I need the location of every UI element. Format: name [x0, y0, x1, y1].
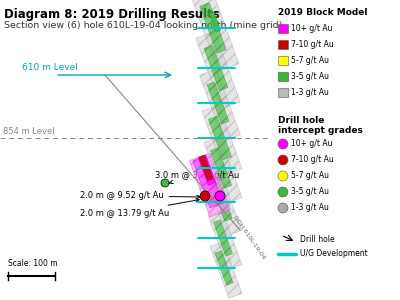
Text: 1-3 g/t Au: 1-3 g/t Au	[291, 88, 329, 97]
Text: DDH 610L-19-04: DDH 610L-19-04	[232, 215, 266, 260]
Polygon shape	[196, 31, 240, 109]
Text: 2.0 m @ 13.79 g/t Au: 2.0 m @ 13.79 g/t Au	[80, 199, 199, 218]
Text: Drill hole: Drill hole	[278, 116, 324, 125]
Text: 5-7 g/t Au: 5-7 g/t Au	[291, 172, 329, 181]
Text: 10+ g/t Au: 10+ g/t Au	[291, 140, 332, 148]
Polygon shape	[214, 220, 232, 256]
Circle shape	[278, 155, 288, 165]
Text: Diagram 8: 2019 Drilling Results: Diagram 8: 2019 Drilling Results	[4, 8, 220, 21]
Polygon shape	[210, 242, 242, 298]
Polygon shape	[212, 183, 232, 221]
Text: 7-10 g/t Au: 7-10 g/t Au	[291, 40, 334, 49]
Text: 3-5 g/t Au: 3-5 g/t Au	[291, 72, 329, 81]
Polygon shape	[209, 12, 221, 32]
Text: Section view (6) hole 610L-19-04 looking north (mine grid): Section view (6) hole 610L-19-04 looking…	[4, 21, 282, 30]
Text: 3-5 g/t Au: 3-5 g/t Au	[291, 188, 329, 196]
Text: 854 m Level: 854 m Level	[3, 127, 55, 136]
Polygon shape	[208, 116, 232, 160]
Circle shape	[278, 171, 288, 181]
Text: 610 m Level: 610 m Level	[22, 63, 78, 72]
Polygon shape	[210, 148, 232, 188]
Polygon shape	[204, 45, 228, 91]
Polygon shape	[202, 105, 242, 175]
Text: 2019 Block Model: 2019 Block Model	[278, 8, 368, 17]
Polygon shape	[199, 155, 213, 181]
Circle shape	[161, 179, 169, 187]
Text: Scale: 100 m: Scale: 100 m	[8, 259, 58, 268]
Polygon shape	[207, 82, 229, 124]
Text: 5-7 g/t Au: 5-7 g/t Au	[291, 56, 329, 65]
Circle shape	[278, 187, 288, 197]
Bar	[278, 40, 288, 49]
Text: U/G Development: U/G Development	[300, 250, 368, 259]
Polygon shape	[208, 210, 242, 270]
Polygon shape	[198, 154, 216, 185]
Bar	[278, 88, 288, 97]
Polygon shape	[204, 136, 242, 203]
Circle shape	[278, 139, 288, 149]
Text: 7-10 g/t Au: 7-10 g/t Au	[291, 155, 334, 164]
Polygon shape	[200, 69, 240, 141]
Circle shape	[215, 191, 225, 201]
Text: 10+ g/t Au: 10+ g/t Au	[291, 24, 332, 33]
Circle shape	[200, 191, 210, 201]
Text: intercept grades: intercept grades	[278, 126, 363, 135]
Circle shape	[278, 203, 288, 213]
Polygon shape	[200, 3, 226, 53]
Text: Drill hole: Drill hole	[300, 236, 335, 244]
Text: 3.0 m @ 3.33 g/t Au: 3.0 m @ 3.33 g/t Au	[155, 170, 239, 184]
Polygon shape	[190, 153, 230, 217]
Polygon shape	[191, 0, 239, 71]
Polygon shape	[193, 156, 223, 208]
Bar	[278, 72, 288, 81]
Polygon shape	[215, 251, 233, 285]
Polygon shape	[206, 174, 242, 236]
Bar	[278, 56, 288, 65]
Bar	[278, 24, 288, 33]
Text: 2.0 m @ 9.52 g/t Au: 2.0 m @ 9.52 g/t Au	[80, 191, 200, 200]
Text: 1-3 g/t Au: 1-3 g/t Au	[291, 203, 329, 212]
